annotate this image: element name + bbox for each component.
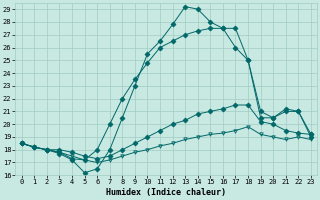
X-axis label: Humidex (Indice chaleur): Humidex (Indice chaleur): [106, 188, 226, 197]
